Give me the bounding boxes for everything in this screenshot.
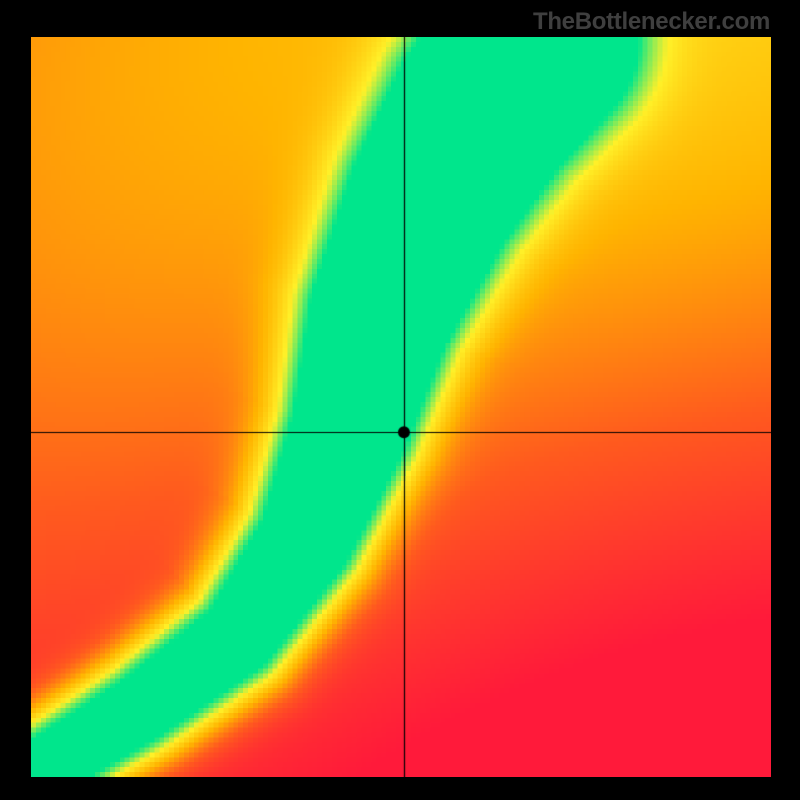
bottleneck-heatmap [31,37,771,777]
chart-container: TheBottlenecker.com [0,0,800,800]
watermark-text: TheBottlenecker.com [533,8,770,36]
